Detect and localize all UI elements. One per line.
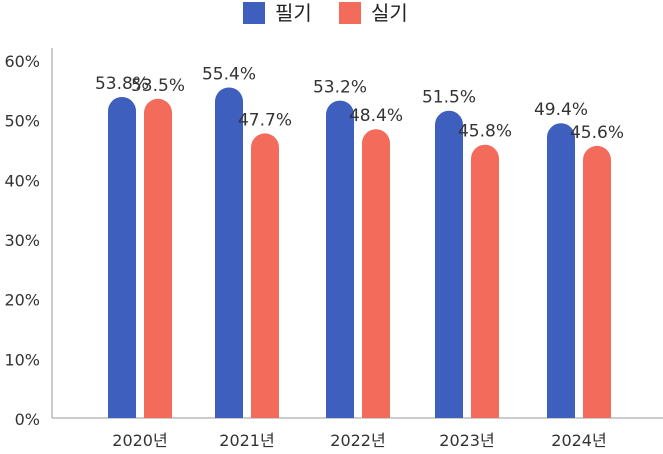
bar-written — [108, 96, 136, 418]
x-tick-label: 2022년 — [330, 431, 385, 450]
data-label-written: 51.5% — [422, 88, 476, 108]
legend-label-practical: 실기 — [371, 1, 408, 25]
x-tick-label: 2023년 — [439, 431, 494, 450]
legend-label-written: 필기 — [275, 1, 312, 25]
bar-written — [326, 100, 354, 419]
bar-practical — [251, 133, 279, 418]
y-tick-label: 50% — [4, 112, 40, 131]
bar-practical — [583, 145, 611, 419]
data-label-practical: 53.5% — [131, 76, 185, 96]
y-tick-label: 20% — [4, 291, 40, 310]
data-label-written: 53.8% — [95, 74, 149, 94]
legend: 필기 실기 — [0, 0, 663, 28]
x-tick-label: 2024년 — [551, 431, 606, 450]
bar-written — [215, 87, 243, 419]
legend-item-written: 필기 — [243, 2, 312, 24]
data-label-written: 49.4% — [534, 100, 588, 120]
y-tick-label: 30% — [4, 231, 40, 250]
x-tick-label: 2021년 — [219, 431, 274, 450]
legend-item-practical: 실기 — [339, 2, 408, 24]
bar-written — [547, 123, 575, 419]
y-tick-label: 60% — [4, 52, 40, 71]
legend-swatch-written — [243, 2, 265, 24]
data-label-practical: 45.6% — [570, 123, 624, 143]
data-label-practical: 47.7% — [238, 110, 292, 130]
bar-practical — [144, 98, 172, 419]
x-tick-label: 2020년 — [112, 431, 167, 450]
bar-practical — [471, 144, 499, 418]
y-tick-label: 0% — [15, 410, 40, 429]
y-tick-label: 40% — [4, 171, 40, 190]
legend-swatch-practical — [339, 2, 361, 24]
data-label-written: 55.4% — [202, 64, 256, 84]
data-label-practical: 48.4% — [349, 106, 403, 126]
y-tick-label: 10% — [4, 350, 40, 369]
bar-written — [435, 110, 463, 418]
data-label-written: 53.2% — [313, 78, 367, 98]
bar-practical — [362, 129, 390, 418]
data-label-practical: 45.8% — [458, 122, 512, 142]
